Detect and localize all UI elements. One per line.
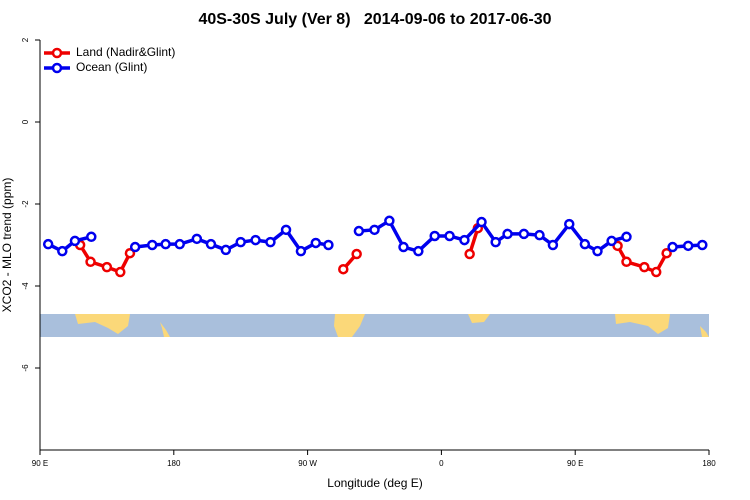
data-point (697, 239, 708, 251)
land-shape (334, 314, 365, 337)
land-shape (700, 326, 709, 337)
data-point (518, 228, 530, 240)
y-tick-label: -2 (21, 200, 30, 208)
data-point (129, 241, 141, 253)
x-tick-label: 90 W (298, 459, 317, 468)
x-tick-label: 180 (167, 459, 181, 468)
data-point (338, 263, 349, 275)
y-tick-label: 2 (21, 37, 30, 42)
ocean-strip (40, 314, 709, 337)
data-point (310, 237, 322, 249)
legend-label: Land (Nadir&Glint) (76, 45, 175, 59)
data-point (160, 238, 171, 250)
data-point (42, 238, 54, 250)
data-point (661, 247, 672, 259)
data-point (351, 248, 362, 260)
x-tick-label: 90 E (32, 459, 48, 468)
y-axis-label: XCO2 - MLO trend (ppm) (0, 178, 14, 313)
data-point (444, 230, 455, 242)
data-point (464, 248, 475, 260)
data-point (564, 218, 575, 230)
data-point (459, 234, 470, 246)
data-point (429, 230, 440, 242)
land-shape (75, 314, 130, 334)
data-point (323, 239, 334, 251)
data-point (115, 266, 126, 278)
data-point (476, 216, 487, 228)
data-point (621, 231, 632, 243)
data-point (579, 238, 591, 250)
data-point (86, 231, 97, 243)
data-point (650, 266, 662, 278)
legend-marker (51, 47, 63, 59)
data-point (667, 241, 678, 253)
x-axis-label: Longitude (deg E) (327, 476, 422, 490)
data-point (57, 245, 68, 257)
map-strip (40, 314, 709, 337)
data-point (639, 261, 650, 273)
data-point (85, 256, 96, 268)
x-tick-label: 90 E (567, 459, 583, 468)
data-point (413, 245, 424, 257)
data-point (146, 239, 158, 251)
data-point (384, 215, 395, 227)
data-point (592, 245, 603, 257)
data-point (295, 245, 307, 257)
data-point (398, 241, 409, 253)
data-point (369, 224, 380, 236)
data-point (235, 236, 246, 248)
legend-marker (51, 62, 63, 74)
land-shape (468, 314, 490, 323)
data-point (280, 224, 292, 236)
land-shape (160, 322, 170, 337)
y-tick-label: -6 (21, 364, 30, 372)
series-line (47, 235, 92, 254)
y-tick-label: -4 (21, 282, 30, 290)
data-point (534, 229, 545, 241)
x-tick-label: 0 (439, 459, 444, 468)
chart-title: 40S-30S July (Ver 8) 2014-09-06 to 2017-… (198, 11, 551, 28)
x-tick-label: 180 (702, 459, 716, 468)
y-tick-label: 0 (21, 119, 30, 124)
data-point (101, 261, 113, 273)
land-shape (615, 314, 670, 334)
data-point (502, 228, 513, 240)
data-point (490, 236, 501, 248)
data-point (174, 238, 185, 250)
data-point (205, 238, 217, 250)
data-point (220, 244, 232, 256)
data-point (250, 234, 261, 246)
data-point (547, 239, 559, 251)
legend-label: Ocean (Glint) (76, 60, 147, 74)
data-point (353, 225, 365, 237)
data-point (682, 240, 694, 252)
data-point (69, 235, 81, 247)
data-point (606, 235, 617, 247)
data-point (191, 233, 203, 245)
data-point (621, 256, 632, 268)
data-point (265, 236, 276, 248)
